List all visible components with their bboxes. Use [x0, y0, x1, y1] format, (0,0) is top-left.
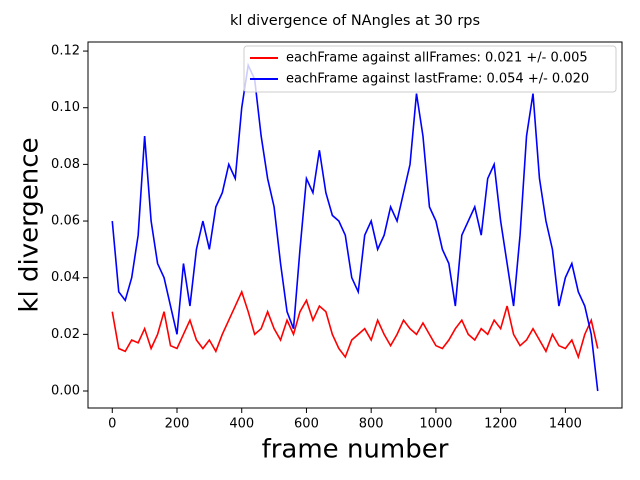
chart-title: kl divergence of NAngles at 30 rps — [230, 13, 480, 29]
y-tick-label: 0.12 — [51, 44, 80, 59]
y-tick-label: 0.00 — [51, 384, 80, 399]
x-tick-label: 800 — [359, 417, 384, 432]
x-tick-label: 400 — [229, 417, 254, 432]
line-series — [111, 62, 599, 392]
legend-label: eachFrame against allFrames: 0.021 +/- 0… — [286, 51, 588, 66]
x-tick-label: 1200 — [484, 417, 517, 432]
x-tick-label: 1400 — [549, 417, 582, 432]
x-tick-label: 1000 — [419, 417, 452, 432]
x-tick-label: 600 — [294, 417, 319, 432]
x-tick-label: 200 — [165, 417, 190, 432]
y-tick-label: 0.06 — [51, 214, 80, 229]
y-tick-label: 0.08 — [51, 157, 80, 172]
y-tick-label: 0.04 — [51, 270, 80, 285]
plot-frame — [87, 41, 623, 409]
x-tick-label: 0 — [108, 417, 116, 432]
y-tick-label: 0.10 — [51, 100, 80, 115]
x-axis-label: frame number — [262, 435, 449, 465]
y-tick-label: 0.02 — [51, 327, 80, 342]
legend-box — [243, 45, 617, 93]
y-axis-label: kl divergence — [15, 137, 45, 312]
legend-label: eachFrame against lastFrame: 0.054 +/- 0… — [286, 72, 589, 87]
line-series — [111, 289, 599, 360]
